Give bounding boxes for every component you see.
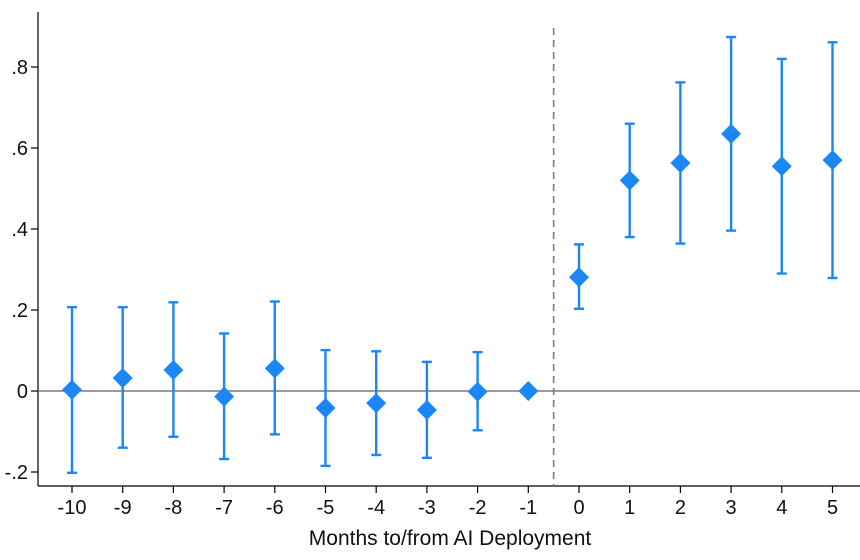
coefficient-point <box>112 368 133 389</box>
reference-lines <box>38 28 860 486</box>
coefficient-point <box>214 386 235 407</box>
coefficient-point <box>416 400 437 421</box>
x-tick-label: -2 <box>469 497 487 519</box>
coefficient-point <box>670 152 691 173</box>
coefficient-point <box>366 393 387 414</box>
axes <box>37 12 860 487</box>
x-tick-label: -9 <box>114 497 132 519</box>
x-tick-label: -10 <box>58 497 87 519</box>
y-tick-label: -.2 <box>5 462 28 484</box>
coefficient-point <box>163 359 184 380</box>
coefficient-point <box>315 398 336 419</box>
x-tick-label: -1 <box>519 497 537 519</box>
x-tick-label: -4 <box>367 497 385 519</box>
y-tick-label: .8 <box>11 57 28 79</box>
coefficient-point <box>721 123 742 144</box>
y-tick-label: .6 <box>11 138 28 160</box>
coefficient-point <box>264 358 285 379</box>
coefficient-series <box>62 35 843 475</box>
coefficient-point <box>62 379 82 400</box>
x-tick-label: -8 <box>165 497 183 519</box>
y-tick-label: 0 <box>17 381 28 403</box>
x-tick-label: -6 <box>266 497 284 519</box>
x-tick-label: 3 <box>726 497 737 519</box>
x-tick-label: -3 <box>418 497 436 519</box>
y-tick-label: .2 <box>11 300 28 322</box>
x-tick-label: 1 <box>624 497 635 519</box>
y-ticks: -.2 0 .2 .4 .6 .8 <box>5 57 38 484</box>
y-tick-label: .4 <box>11 219 28 241</box>
x-tick-label: 2 <box>675 497 686 519</box>
coefficient-point <box>518 381 539 401</box>
x-tick-label: -7 <box>215 497 233 519</box>
x-tick-label: 5 <box>827 497 838 519</box>
x-tick-label: 0 <box>573 497 584 519</box>
coefficient-point <box>569 267 589 288</box>
x-tick-label: 4 <box>776 497 787 519</box>
coefficient-point <box>822 150 843 171</box>
x-tick-label: -5 <box>317 497 335 519</box>
coefficient-point <box>619 170 640 191</box>
coefficient-point <box>771 156 792 177</box>
x-axis-title: Months to/from AI Deployment <box>309 527 592 550</box>
x-ticks: -10 -9 -8 -7 -6 -5 -4 -3 -2 -1 0 1 2 3 4 5 <box>58 486 838 519</box>
coefficient-point <box>467 381 488 402</box>
